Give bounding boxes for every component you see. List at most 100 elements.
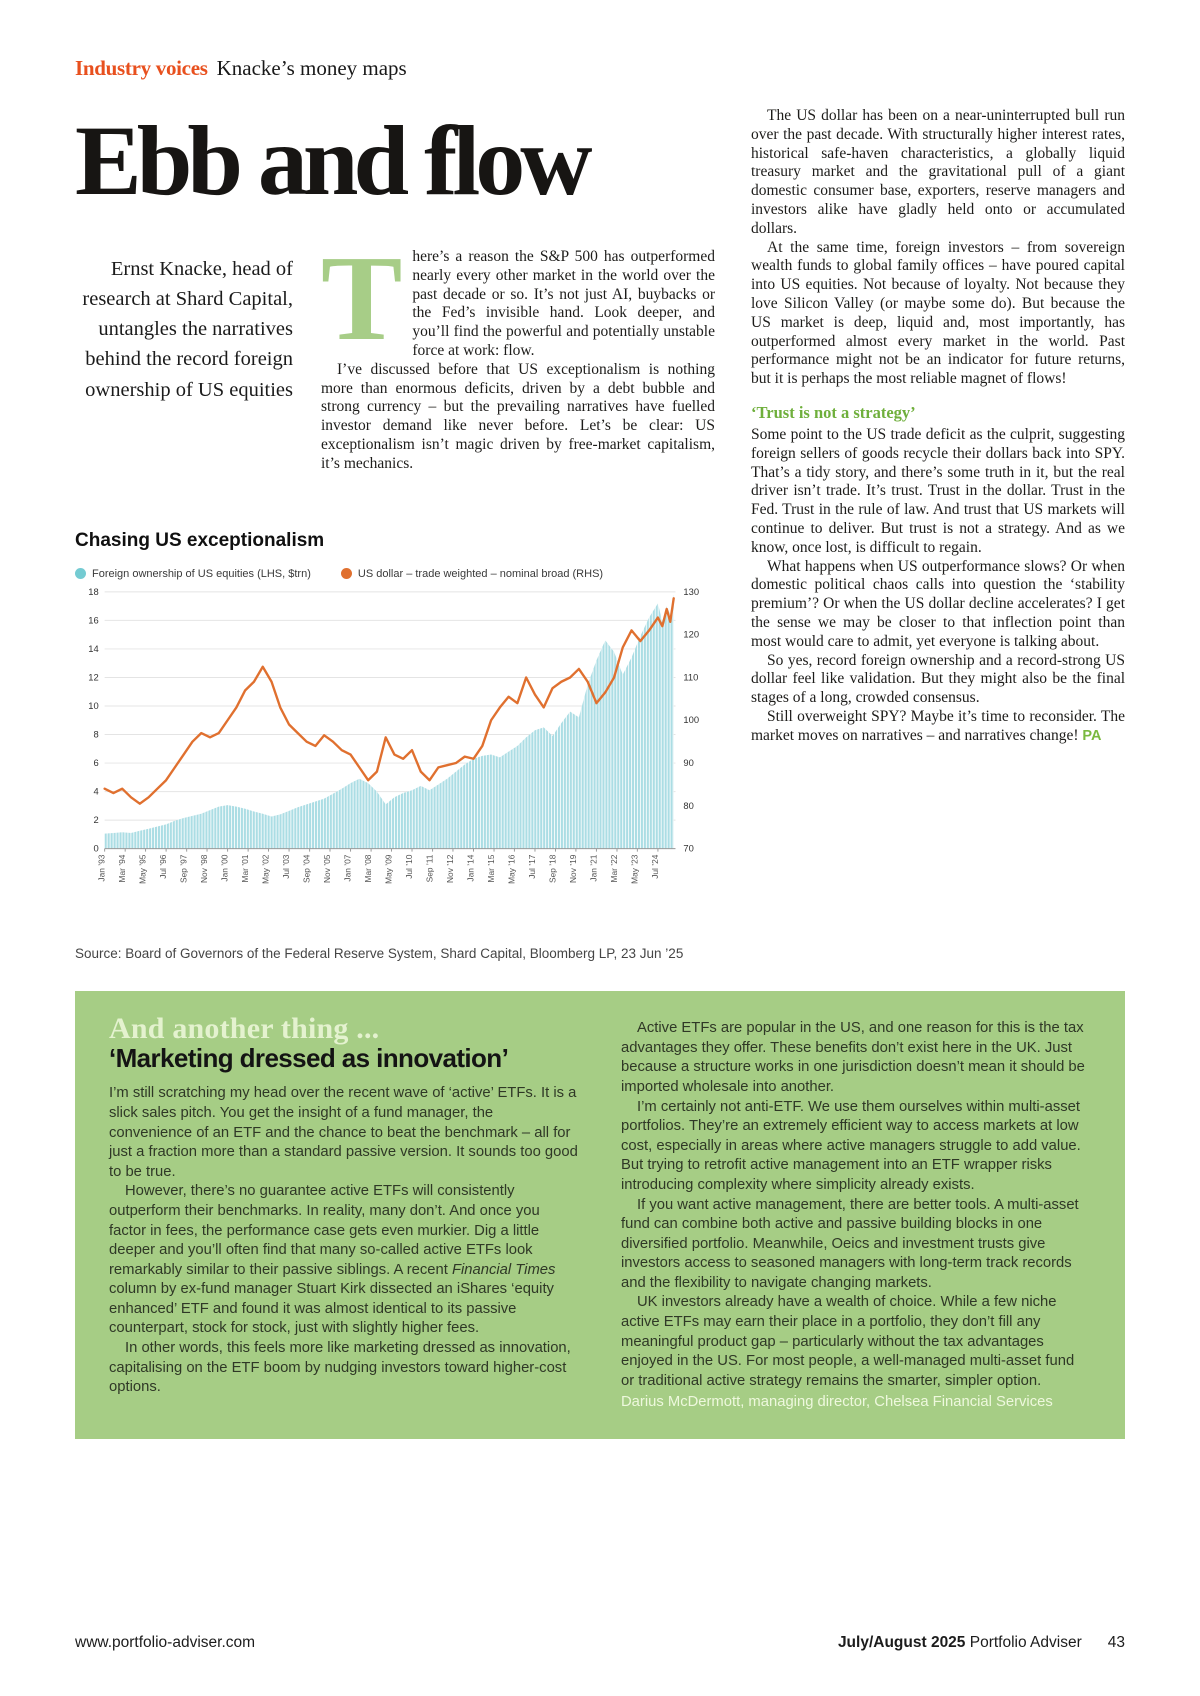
page-number: 43 <box>1107 1634 1125 1651</box>
chart-title: Chasing US exceptionalism <box>75 529 325 551</box>
chart-block: Chasing US exceptionalism Foreign owners… <box>75 529 715 962</box>
svg-text:0: 0 <box>93 843 98 853</box>
svg-text:Sep ’97: Sep ’97 <box>179 854 189 883</box>
legend-dot-teal-icon <box>75 568 86 580</box>
svg-text:70: 70 <box>683 843 693 853</box>
svg-text:Nov ’19: Nov ’19 <box>568 854 578 883</box>
article-column-2: The US dollar has been on a near-uninter… <box>751 107 1125 961</box>
paragraph-text: However, there’s no guarantee active ETF… <box>109 1183 540 1278</box>
legend-dot-orange-icon <box>340 568 352 580</box>
section-label: Industry voices <box>75 56 208 80</box>
panel-title: ‘Marketing dressed as innovation’ <box>109 1042 509 1073</box>
svg-text:Jul ’03: Jul ’03 <box>281 854 291 879</box>
svg-text:4: 4 <box>93 786 98 796</box>
svg-text:6: 6 <box>93 758 98 768</box>
attribution: Darius McDermott, managing director, Che… <box>621 1394 1053 1411</box>
svg-text:Jan ’14: Jan ’14 <box>466 854 476 881</box>
svg-text:May ’16: May ’16 <box>506 854 516 884</box>
paragraph-text: here’s a reason the S&P 500 has outperfo… <box>412 248 715 359</box>
svg-text:Sep ’18: Sep ’18 <box>547 854 557 883</box>
svg-text:Mar ’15: Mar ’15 <box>486 854 496 882</box>
svg-text:90: 90 <box>683 758 693 768</box>
paragraph: I’m certainly not anti-ETF. We use them … <box>621 1098 1081 1193</box>
svg-text:Jul ’24: Jul ’24 <box>650 854 660 879</box>
paragraph: UK investors already have a wealth of ch… <box>621 1294 1075 1389</box>
article-left-region: Ebb and flow Ernst Knacke, head of resea… <box>75 107 715 961</box>
svg-text:12: 12 <box>88 672 98 682</box>
svg-text:Mar ’01: Mar ’01 <box>240 854 250 882</box>
issue-date: July/August 2025 <box>837 1634 966 1651</box>
svg-text:May ’09: May ’09 <box>383 854 393 884</box>
svg-text:120: 120 <box>683 629 699 639</box>
svg-text:16: 16 <box>88 615 98 625</box>
svg-text:Jan ’93: Jan ’93 <box>97 854 107 881</box>
panel-kicker: And another thing ... <box>109 1012 380 1046</box>
standfirst: Ernst Knacke, head of research at Shard … <box>82 258 293 401</box>
dropcap: T <box>321 231 403 366</box>
svg-text:May ’02: May ’02 <box>260 854 270 884</box>
paragraph-text: Still overweight SPY? Maybe it’s time to… <box>751 707 1125 744</box>
svg-text:Jul ’96: Jul ’96 <box>158 854 168 879</box>
svg-text:Jul ’10: Jul ’10 <box>404 854 414 879</box>
column-title: Knacke’s money maps <box>216 56 407 80</box>
opinion-panel: And another thing ... ‘Marketing dressed… <box>75 991 1125 1440</box>
svg-text:14: 14 <box>88 643 98 653</box>
svg-text:130: 130 <box>683 586 699 596</box>
svg-text:Mar ’08: Mar ’08 <box>363 854 373 882</box>
issue-info: July/August 2025 Portfolio Adviser 43 <box>838 1634 1125 1652</box>
svg-text:2: 2 <box>93 815 98 825</box>
paragraph: If you want active management, there are… <box>621 1196 1079 1291</box>
svg-text:Mar ’94: Mar ’94 <box>117 854 127 882</box>
svg-text:Mar ’22: Mar ’22 <box>609 854 619 882</box>
paragraph: I’ve discussed before that US exceptiona… <box>321 360 715 472</box>
end-mark: PA <box>1082 727 1102 744</box>
legend-item-foreign-ownership: Foreign ownership of US equities (LHS, $… <box>75 568 311 580</box>
subhead-trust-is-not-a-strategy: ‘Trust is not a strategy’ <box>751 402 916 422</box>
paragraph: However, there’s no guarantee active ETF… <box>109 1182 579 1339</box>
exceptionalism-chart: 0 2 4 6 8 10 12 14 16 18 70 80 90 100 110 120 130 Jan ’93… <box>75 582 715 939</box>
paragraph: So yes, record foreign ownership and a r… <box>751 651 1125 707</box>
italic-publication-name: Financial Times <box>451 1261 556 1278</box>
paragraph: Still overweight SPY? Maybe it’s time to… <box>751 708 1125 746</box>
magazine-name: Portfolio Adviser <box>965 1634 1082 1651</box>
svg-text:80: 80 <box>683 800 693 810</box>
intro-row: Ernst Knacke, head of research at Shard … <box>75 231 715 474</box>
headline: Ebb and flow <box>75 105 592 216</box>
chart-legend: Foreign ownership of US equities (LHS, $… <box>75 568 715 580</box>
svg-text:100: 100 <box>683 715 699 725</box>
svg-text:Jan ’21: Jan ’21 <box>588 854 598 881</box>
svg-text:Jan ’00: Jan ’00 <box>220 854 230 881</box>
svg-text:8: 8 <box>93 729 98 739</box>
panel-column-right: Active ETFs are popular in the US, and o… <box>621 1019 1091 1413</box>
svg-text:Nov ’98: Nov ’98 <box>199 854 209 883</box>
svg-text:Jul ’17: Jul ’17 <box>527 854 537 879</box>
svg-text:May ’95: May ’95 <box>138 854 148 884</box>
page-header: Industry voices Knacke’s money maps <box>75 0 1125 81</box>
svg-text:Nov ’05: Nov ’05 <box>322 854 332 883</box>
legend-item-us-dollar: US dollar – trade weighted – nominal bro… <box>340 567 604 580</box>
paragraph: Active ETFs are popular in the US, and o… <box>621 1020 1085 1095</box>
article-body: Ebb and flow Ernst Knacke, head of resea… <box>75 107 1125 961</box>
chart-source: Source: Board of Governors of the Federa… <box>75 946 684 962</box>
legend-label: Foreign ownership of US equities (LHS, $… <box>92 567 311 580</box>
paragraph: At the same time, foreign investors – fr… <box>751 238 1125 388</box>
svg-text:Jan ’07: Jan ’07 <box>343 854 353 881</box>
svg-text:Nov ’12: Nov ’12 <box>445 854 455 883</box>
svg-text:Sep ’11: Sep ’11 <box>425 854 435 882</box>
legend-label: US dollar – trade weighted – nominal bro… <box>357 567 604 580</box>
website-url: www.portfolio-adviser.com <box>75 1634 256 1651</box>
svg-text:110: 110 <box>683 672 698 682</box>
paragraph: What happens when US outperformance slow… <box>751 557 1125 650</box>
page-footer: www.portfolio-adviser.com July/August 20… <box>75 1634 1125 1652</box>
svg-text:18: 18 <box>88 586 98 596</box>
svg-text:10: 10 <box>88 701 98 711</box>
paragraph: I’m still scratching my head over the re… <box>109 1085 578 1180</box>
paragraph: In other words, this feels more like mar… <box>109 1340 571 1396</box>
paragraph: Some point to the US trade deficit as th… <box>751 425 1125 556</box>
svg-text:Sep ’04: Sep ’04 <box>302 854 312 883</box>
paragraph-text: column by ex-fund manager Stuart Kirk di… <box>109 1281 554 1337</box>
panel-column-left: And another thing ... ‘Marketing dressed… <box>109 1012 579 1413</box>
